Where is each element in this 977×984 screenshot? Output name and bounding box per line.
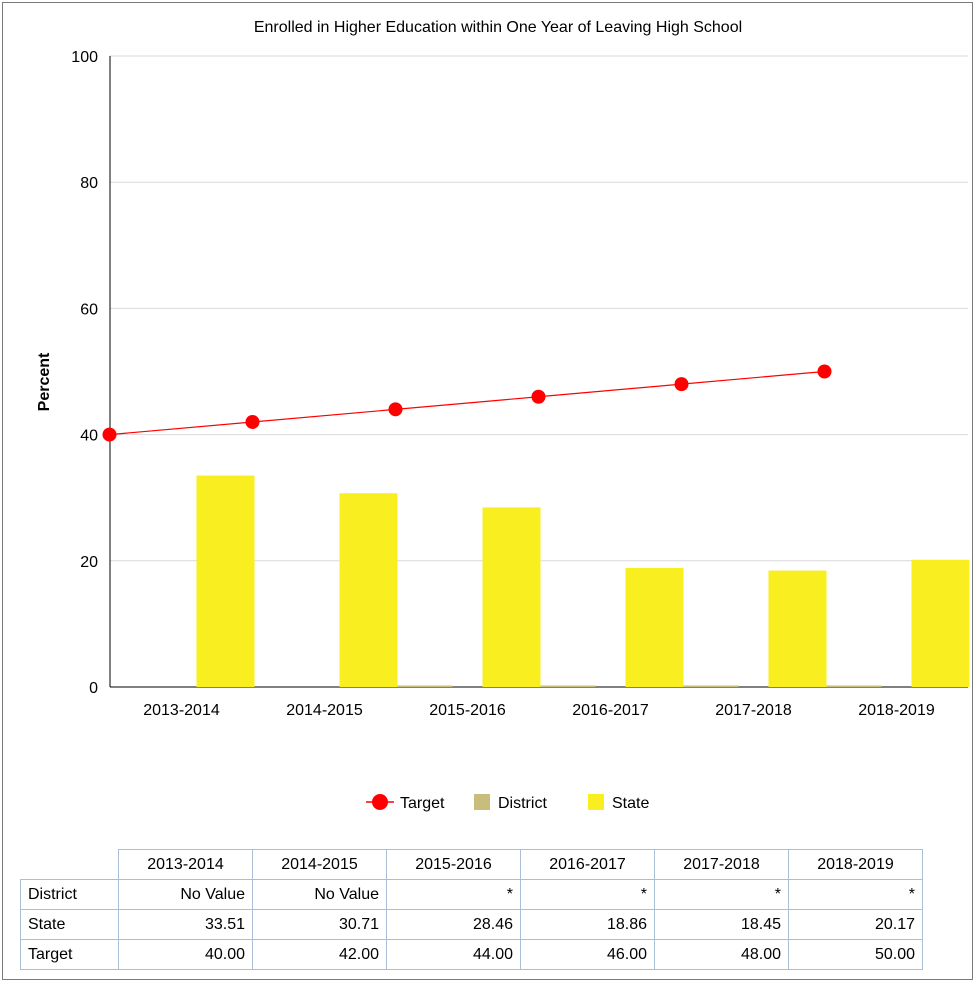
- state-bar: [339, 493, 398, 687]
- legend-swatch-marker: [372, 794, 388, 810]
- table-column-header: 2016-2017: [520, 849, 655, 880]
- table-cell: *: [386, 879, 521, 910]
- district-bar: [823, 685, 882, 687]
- state-bar: [768, 570, 827, 687]
- x-tick-label: 2017-2018: [715, 702, 792, 719]
- legend: Target District State: [366, 794, 649, 812]
- target-point: [674, 377, 689, 392]
- data-table: 2013-2014 2014-2015 2015-2016 2016-2017 2017…: [20, 849, 923, 970]
- table-cell: 46.00: [520, 939, 655, 970]
- table-cell: 48.00: [654, 939, 789, 970]
- table-cell: No Value: [252, 879, 387, 910]
- table-cell: *: [788, 879, 923, 910]
- state-bar: [196, 475, 255, 687]
- table-column-header: 2014-2015: [252, 849, 387, 880]
- x-tick-label: 2015-2016: [429, 702, 506, 719]
- chart-title: Enrolled in Higher Education within One …: [254, 19, 742, 36]
- bars: [196, 475, 970, 687]
- target-point: [388, 402, 403, 417]
- district-bar: [537, 685, 596, 687]
- legend-label: District: [498, 795, 547, 812]
- target-point: [817, 364, 832, 379]
- table-cell: 50.00: [788, 939, 923, 970]
- table-row: Target 40.00 42.00 44.00 46.00 48.00 50.00: [20, 939, 923, 970]
- district-bar: [394, 685, 453, 687]
- target-line: [109, 370, 825, 436]
- table-header-row: 2013-2014 2014-2015 2015-2016 2016-2017 2017…: [20, 849, 923, 880]
- table-row: State 33.51 30.71 28.46 18.86 18.45 20.17: [20, 909, 923, 940]
- table-cell: 18.45: [654, 909, 789, 940]
- table-cell: *: [654, 879, 789, 910]
- x-tick-label: 2018-2019: [858, 702, 935, 719]
- table-corner-cell: [20, 849, 119, 880]
- y-tick-label: 60: [80, 301, 98, 318]
- table-cell: No Value: [118, 879, 253, 910]
- state-bar: [911, 559, 970, 687]
- table-cell: 40.00: [118, 939, 253, 970]
- state-bar: [482, 507, 541, 687]
- state-bar: [625, 567, 684, 687]
- table-cell: 18.86: [520, 909, 655, 940]
- table-cell: *: [520, 879, 655, 910]
- table-row-label: State: [20, 909, 119, 940]
- table-column-header: 2017-2018: [654, 849, 789, 880]
- table-column-header: 2015-2016: [386, 849, 521, 880]
- x-tick-label: 2014-2015: [286, 702, 363, 719]
- target-point: [245, 414, 260, 429]
- table-cell: 20.17: [788, 909, 923, 940]
- x-tick-label: 2013-2014: [143, 702, 220, 719]
- gridlines: [110, 55, 968, 562]
- legend-swatch: [474, 794, 490, 810]
- y-tick-label: 40: [80, 428, 98, 445]
- table-cell: 44.00: [386, 939, 521, 970]
- target-point: [102, 427, 117, 442]
- legend-label: State: [612, 795, 649, 812]
- y-tick-label: 20: [80, 554, 98, 571]
- table-cell: 30.71: [252, 909, 387, 940]
- target-point: [531, 389, 546, 404]
- table-cell: 42.00: [252, 939, 387, 970]
- y-tick-label: 0: [89, 680, 98, 697]
- district-bar: [680, 685, 739, 687]
- table-row-label: District: [20, 879, 119, 910]
- axes: 0 20 40 60 80 100 2013-2014 2014-2015 2015-2016 2…: [71, 49, 968, 719]
- table-row: District No Value No Value * * * *: [20, 879, 923, 910]
- table-cell: 33.51: [118, 909, 253, 940]
- table-column-header: 2018-2019: [788, 849, 923, 880]
- table-row-label: Target: [20, 939, 119, 970]
- target-line: [102, 364, 832, 442]
- table-body: District No Value No Value * * * * State 33.51 30…: [20, 879, 923, 970]
- y-axis-label: Percent: [36, 352, 53, 411]
- legend-label: Target: [400, 795, 445, 812]
- legend-swatch: [588, 794, 604, 810]
- y-tick-label: 100: [71, 49, 98, 66]
- table-cell: 28.46: [386, 909, 521, 940]
- y-tick-label: 80: [80, 175, 98, 192]
- x-tick-label: 2016-2017: [572, 702, 649, 719]
- table-column-header: 2013-2014: [118, 849, 253, 880]
